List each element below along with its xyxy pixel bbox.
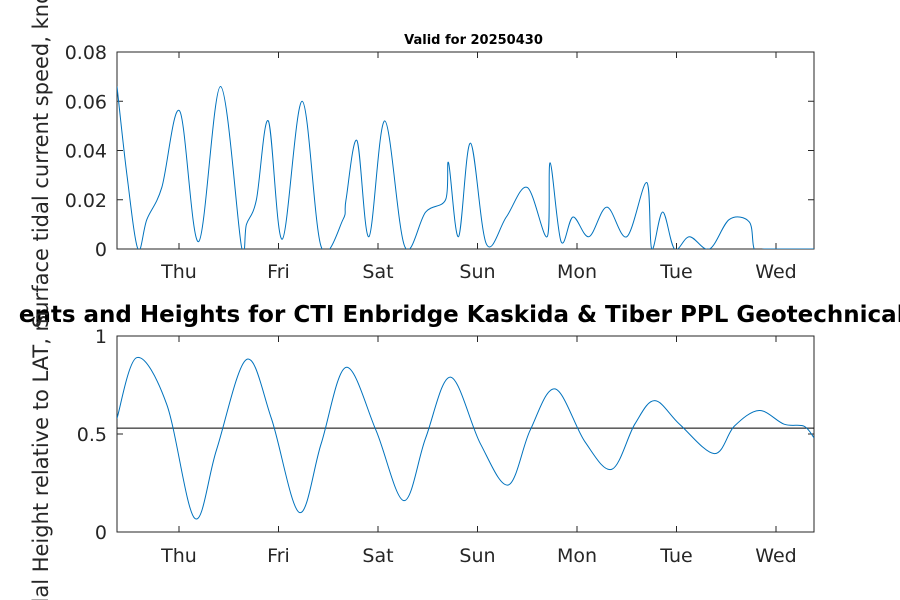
y-tick-label: 0.02	[65, 190, 107, 212]
x-tick-label: Thu	[160, 261, 197, 283]
series-line	[117, 357, 814, 520]
x-tick-label: Mon	[557, 545, 597, 567]
y-axis-label: Surface tidal current speed, knots	[29, 0, 53, 328]
x-tick-label: Sun	[459, 545, 495, 567]
x-tick-label: Tue	[659, 261, 692, 283]
y-tick-label: 0.5	[77, 424, 107, 446]
chart-title: Valid for 20250430	[404, 33, 543, 48]
x-tick-label: Fri	[267, 545, 290, 567]
x-tick-label: Fri	[267, 261, 290, 283]
x-tick-label: Tue	[659, 545, 692, 567]
y-tick-label: 0	[95, 522, 107, 544]
tidal-height-panel: 0 0.5 1 Thu Fri Sat Sun Mon Tue Wed ents and Heigh…	[19, 302, 900, 600]
y-tick-label: 1	[95, 326, 107, 348]
x-tick-label: Sun	[459, 261, 495, 283]
x-tick-label: Wed	[755, 261, 796, 283]
y-tick-label: 0.04	[65, 141, 107, 163]
y-axis-label: Tidal Height relative to LAT, m	[29, 311, 53, 600]
series-line	[117, 85, 814, 249]
x-tick-label: Thu	[160, 545, 197, 567]
x-tick-label: Sat	[362, 261, 393, 283]
x-tick-label: Wed	[755, 545, 796, 567]
y-tick-label: 0	[95, 239, 107, 261]
plot-area	[116, 51, 815, 250]
x-tick-label: Sat	[362, 545, 393, 567]
plot-area	[116, 335, 815, 533]
y-tick-label: 0.08	[65, 42, 107, 64]
chart-title: ents and Heights for CTI Enbridge Kaskid…	[19, 302, 900, 328]
current-speed-panel: 0 0.02 0.04 0.06 0.08 Thu Fri Sat Sun Mon Tue Wed Va…	[29, 0, 815, 328]
y-tick-label: 0.06	[65, 91, 107, 113]
x-tick-label: Mon	[557, 261, 597, 283]
